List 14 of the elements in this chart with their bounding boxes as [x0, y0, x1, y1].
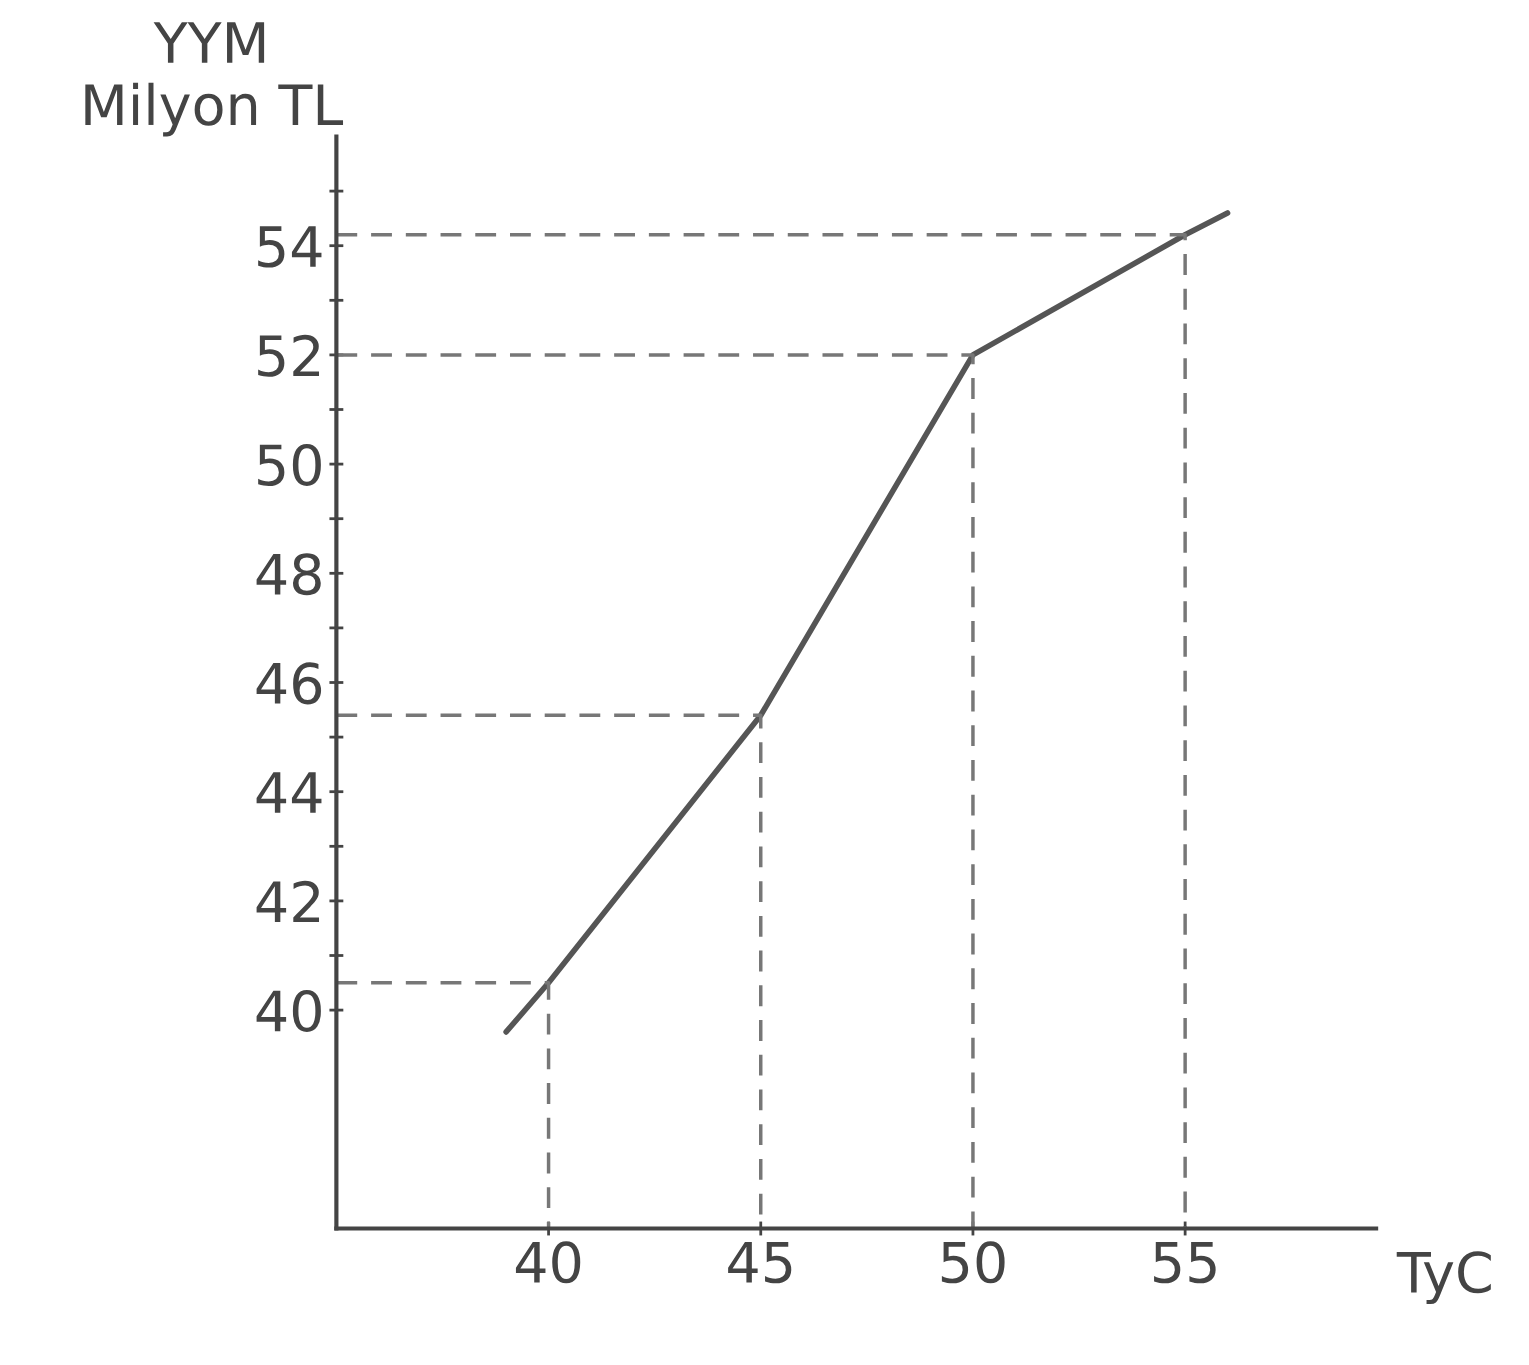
y-tick-label: 52 [258, 334, 320, 377]
y-tick-label: 40 [256, 989, 321, 1032]
y-tick-label: 44 [256, 772, 322, 813]
y-tick-label: 46 [256, 662, 322, 705]
y-axis-title: YYM Milyon TL [85, 22, 344, 137]
x-tick-label: 45 [728, 1242, 792, 1284]
x-axis-title: TyC [1396, 1251, 1491, 1305]
x-tick-label: 40 [515, 1241, 581, 1284]
x-tick-label: 55 [1154, 1242, 1216, 1284]
y-tick-label: 50 [258, 443, 321, 486]
y-tick-label: 48 [256, 553, 321, 596]
y-tick-label: 42 [256, 880, 320, 923]
y-tick-label: 54 [258, 226, 322, 268]
x-tick-label: 50 [941, 1241, 1005, 1284]
